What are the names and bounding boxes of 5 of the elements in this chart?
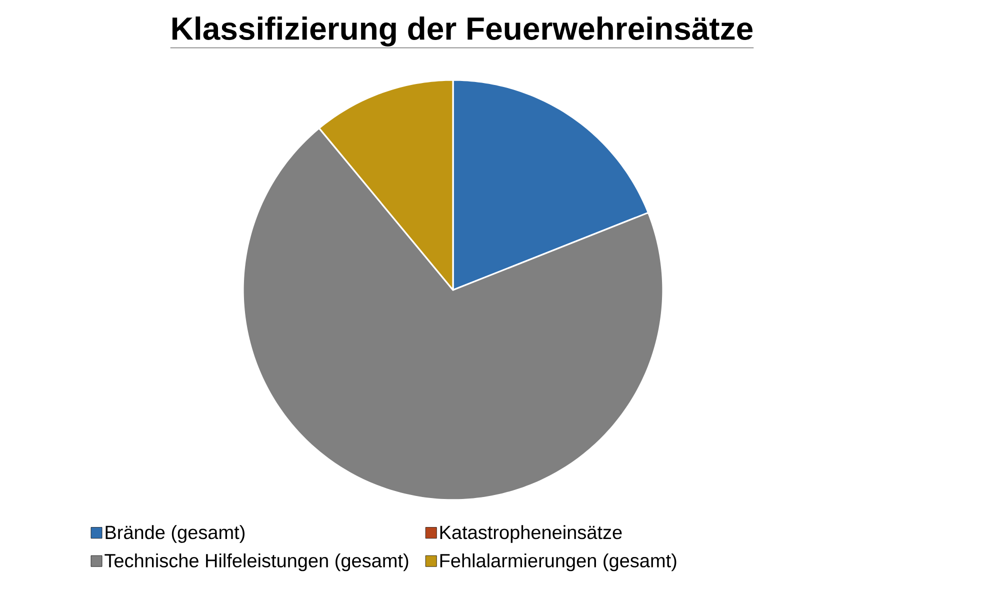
legend-label: Katastropheneinsätze (440, 525, 622, 543)
legend-label: Brände (gesamt) (106, 525, 244, 543)
legend-label: Fehlalarmierungen (gesamt) (440, 553, 676, 572)
legend-label: Technische Hilfeleistungen (gesamt) (104, 553, 408, 572)
chart-title: Klassifizierung der Feuerwehreinsätze (172, 16, 753, 46)
